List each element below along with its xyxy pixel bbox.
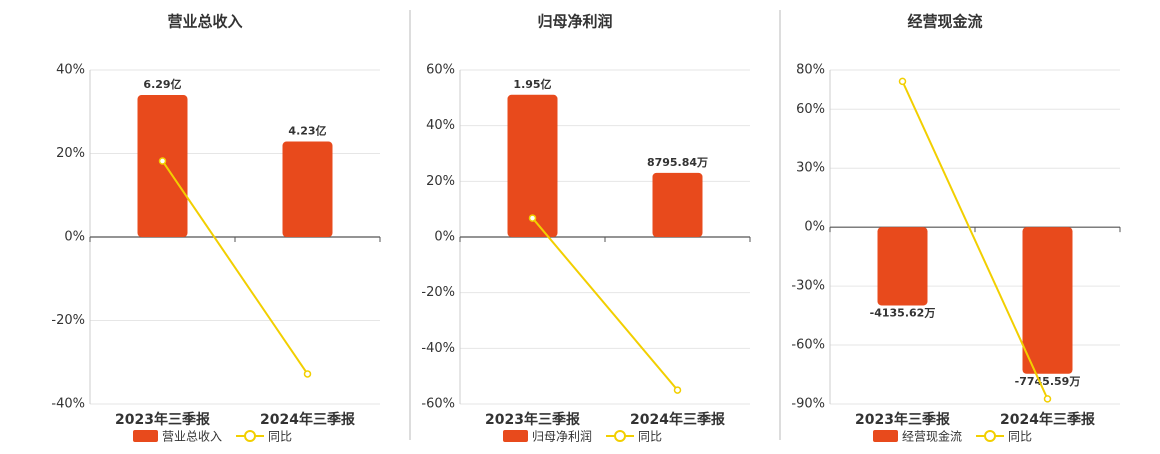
x-tick-label: 2024年三季报 xyxy=(630,411,725,428)
y-tick-label: -30% xyxy=(791,279,825,294)
value-label: -4135.62万 xyxy=(870,306,936,319)
y-tick-label: -60% xyxy=(791,338,825,353)
line-point xyxy=(673,386,682,394)
y-tick-label: -90% xyxy=(791,397,825,412)
x-tick-label: 2023年三季报 xyxy=(115,411,210,428)
x-tick-label: 2024年三季报 xyxy=(1000,411,1095,428)
bar xyxy=(137,95,188,237)
legend-label: 同比 xyxy=(268,430,292,444)
line xyxy=(901,80,1049,400)
legend-swatch xyxy=(244,430,257,442)
value-label: 8795.84万 xyxy=(647,156,708,169)
y-tick-label: 0% xyxy=(64,230,85,245)
bar xyxy=(652,172,703,237)
line xyxy=(531,217,679,391)
legend-label: 归母净利润 xyxy=(532,430,592,444)
legend-label: 营业总收入 xyxy=(162,430,222,444)
y-tick-label: 80% xyxy=(796,63,825,78)
y-tick-label: 20% xyxy=(56,146,85,161)
legend-swatch xyxy=(503,430,528,442)
legend-label: 同比 xyxy=(638,430,662,444)
legend-swatch xyxy=(614,430,627,442)
line-point xyxy=(158,157,167,165)
y-tick-label: 0% xyxy=(804,220,825,235)
bar xyxy=(877,227,928,306)
bar xyxy=(507,94,558,237)
value-label: 1.95亿 xyxy=(513,77,551,91)
x-tick-label: 2023年三季报 xyxy=(855,411,950,428)
value-label: 4.23亿 xyxy=(288,124,326,138)
y-tick-label: -40% xyxy=(421,341,455,356)
x-tick-label: 2023年三季报 xyxy=(485,411,580,428)
line-point xyxy=(528,214,537,222)
chart-title: 归母净利润 xyxy=(537,13,612,31)
bar xyxy=(1022,227,1073,374)
legend-swatch xyxy=(984,430,997,442)
value-label: -7745.59万 xyxy=(1015,375,1081,388)
value-label: 6.29亿 xyxy=(143,77,181,91)
y-tick-label: 20% xyxy=(426,174,455,189)
y-tick-label: 40% xyxy=(56,63,85,78)
bar xyxy=(282,141,333,237)
chart-title: 经营现金流 xyxy=(907,13,982,31)
line-point xyxy=(1043,395,1052,403)
line-point xyxy=(898,77,907,86)
y-tick-label: -40% xyxy=(51,397,85,412)
y-tick-label: -60% xyxy=(421,397,455,412)
legend-label: 同比 xyxy=(1008,430,1032,444)
y-tick-label: -20% xyxy=(421,285,455,300)
legend-swatch xyxy=(873,430,898,442)
y-tick-label: 60% xyxy=(426,63,455,78)
x-tick-label: 2024年三季报 xyxy=(260,411,355,428)
y-tick-label: 30% xyxy=(796,161,825,176)
chart-title: 营业总收入 xyxy=(167,13,242,31)
y-tick-label: 40% xyxy=(426,118,455,133)
legend-label: 经营现金流 xyxy=(902,429,962,444)
y-tick-label: 60% xyxy=(796,102,825,117)
legend-swatch xyxy=(133,430,158,442)
line-point xyxy=(303,370,312,378)
line xyxy=(161,160,309,375)
y-tick-label: 0% xyxy=(434,230,455,245)
y-tick-label: -20% xyxy=(51,313,85,328)
